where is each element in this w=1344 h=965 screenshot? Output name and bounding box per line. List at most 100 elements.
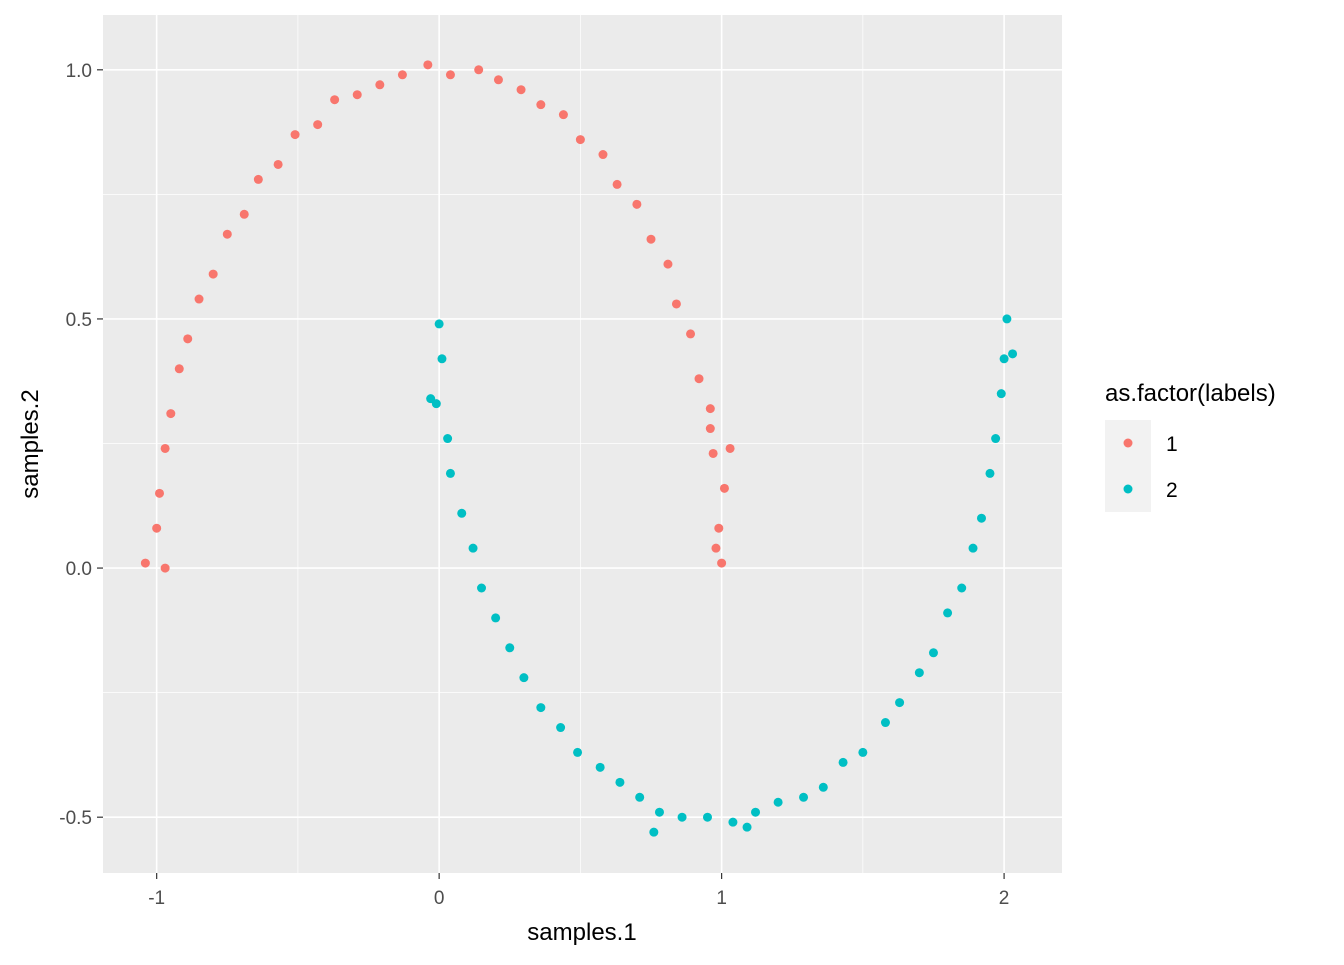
- data-point-series-2: [519, 673, 529, 683]
- y-tick-label: 0.5: [66, 310, 92, 331]
- legend-marker-2: [1123, 484, 1133, 494]
- data-point-series-2: [996, 389, 1006, 399]
- data-point-series-1: [575, 135, 585, 145]
- data-point-series-2: [491, 613, 501, 623]
- data-point-series-2: [728, 817, 738, 827]
- legend-title: as.factor(labels): [1105, 380, 1276, 407]
- data-point-series-2: [677, 812, 687, 822]
- x-tick-label: -1: [148, 888, 165, 909]
- data-point-series-2: [895, 698, 905, 708]
- x-axis-label: samples.1: [527, 919, 636, 946]
- legend: as.factor(labels) 1 2: [1105, 380, 1276, 512]
- plot-panel: [103, 15, 1062, 873]
- data-point-series-2: [957, 583, 967, 593]
- data-point-series-2: [654, 807, 664, 817]
- data-point-series-1: [725, 443, 735, 453]
- y-tick-label: -0.5: [59, 808, 92, 829]
- data-point-series-1: [708, 448, 718, 458]
- data-point-series-1: [705, 424, 715, 434]
- data-point-series-1: [711, 543, 721, 553]
- data-point-series-2: [702, 812, 712, 822]
- data-point-series-2: [1008, 349, 1018, 359]
- data-point-series-1: [154, 488, 164, 498]
- legend-label-1: 1: [1166, 433, 1178, 456]
- data-point-series-2: [1002, 314, 1012, 324]
- data-point-series-2: [742, 822, 752, 832]
- y-axis-label: samples.2: [17, 389, 44, 498]
- data-point-series-2: [799, 792, 809, 802]
- data-point-series-2: [999, 354, 1009, 364]
- data-point-series-1: [375, 80, 385, 90]
- data-point-series-2: [773, 797, 783, 807]
- data-point-series-1: [714, 523, 724, 533]
- data-point-series-2: [751, 807, 761, 817]
- axis-ticks: -1 0 1 2 -0.5 0.0 0.5 1.0: [59, 61, 1009, 909]
- data-point-series-1: [612, 179, 622, 189]
- data-point-series-2: [991, 434, 1001, 444]
- data-point-series-1: [423, 60, 433, 70]
- data-point-series-1: [397, 70, 407, 80]
- data-point-series-1: [598, 150, 608, 160]
- data-point-series-1: [445, 70, 455, 80]
- data-point-series-2: [928, 648, 938, 658]
- data-point-series-1: [646, 234, 656, 244]
- data-point-series-1: [536, 100, 546, 110]
- data-point-series-1: [140, 558, 150, 568]
- data-point-series-1: [194, 294, 204, 304]
- data-points: [140, 60, 1018, 837]
- data-point-series-2: [880, 718, 890, 728]
- data-point-series-1: [330, 95, 340, 105]
- data-point-series-2: [635, 792, 645, 802]
- data-point-series-1: [694, 374, 704, 384]
- data-point-series-1: [352, 90, 362, 100]
- data-point-series-1: [671, 299, 681, 309]
- data-point-series-2: [914, 668, 924, 678]
- legend-label-2: 2: [1166, 479, 1178, 502]
- data-point-series-2: [445, 468, 455, 478]
- data-point-series-2: [649, 827, 659, 837]
- data-point-series-2: [968, 543, 978, 553]
- data-point-series-2: [818, 782, 828, 792]
- data-point-series-1: [717, 558, 727, 568]
- data-point-series-2: [477, 583, 487, 593]
- data-point-series-1: [183, 334, 193, 344]
- data-point-series-2: [985, 468, 995, 478]
- data-point-series-2: [595, 762, 605, 772]
- data-point-series-2: [838, 757, 848, 767]
- data-point-series-1: [166, 409, 176, 419]
- data-point-series-2: [615, 777, 625, 787]
- x-tick-label: 2: [999, 888, 1010, 909]
- data-point-series-1: [208, 269, 218, 279]
- data-point-series-1: [160, 563, 170, 573]
- data-point-series-2: [943, 608, 953, 618]
- data-point-series-1: [152, 523, 162, 533]
- data-point-series-1: [239, 209, 249, 219]
- data-point-series-2: [468, 543, 478, 553]
- data-point-series-2: [858, 747, 868, 757]
- data-point-series-2: [457, 508, 467, 518]
- data-point-series-1: [686, 329, 696, 339]
- data-point-series-1: [663, 259, 673, 269]
- data-point-series-2: [573, 747, 583, 757]
- data-point-series-1: [253, 174, 263, 184]
- data-point-series-1: [632, 199, 642, 209]
- data-point-series-1: [719, 483, 729, 493]
- x-tick-label: 1: [716, 888, 727, 909]
- data-point-series-2: [976, 513, 986, 523]
- data-point-series-2: [505, 643, 515, 653]
- data-point-series-1: [474, 65, 484, 75]
- legend-marker-1: [1123, 438, 1133, 448]
- data-point-series-1: [516, 85, 526, 95]
- y-tick-label: 1.0: [66, 61, 92, 82]
- y-tick-label: 0.0: [66, 559, 92, 580]
- x-tick-label: 0: [434, 888, 445, 909]
- data-point-series-1: [160, 443, 170, 453]
- data-point-series-2: [437, 354, 447, 364]
- data-point-series-1: [174, 364, 184, 374]
- data-point-series-1: [493, 75, 503, 85]
- data-point-series-2: [536, 703, 546, 713]
- data-point-series-1: [273, 159, 283, 169]
- data-point-series-1: [558, 110, 568, 120]
- grid-lines: [103, 15, 1062, 873]
